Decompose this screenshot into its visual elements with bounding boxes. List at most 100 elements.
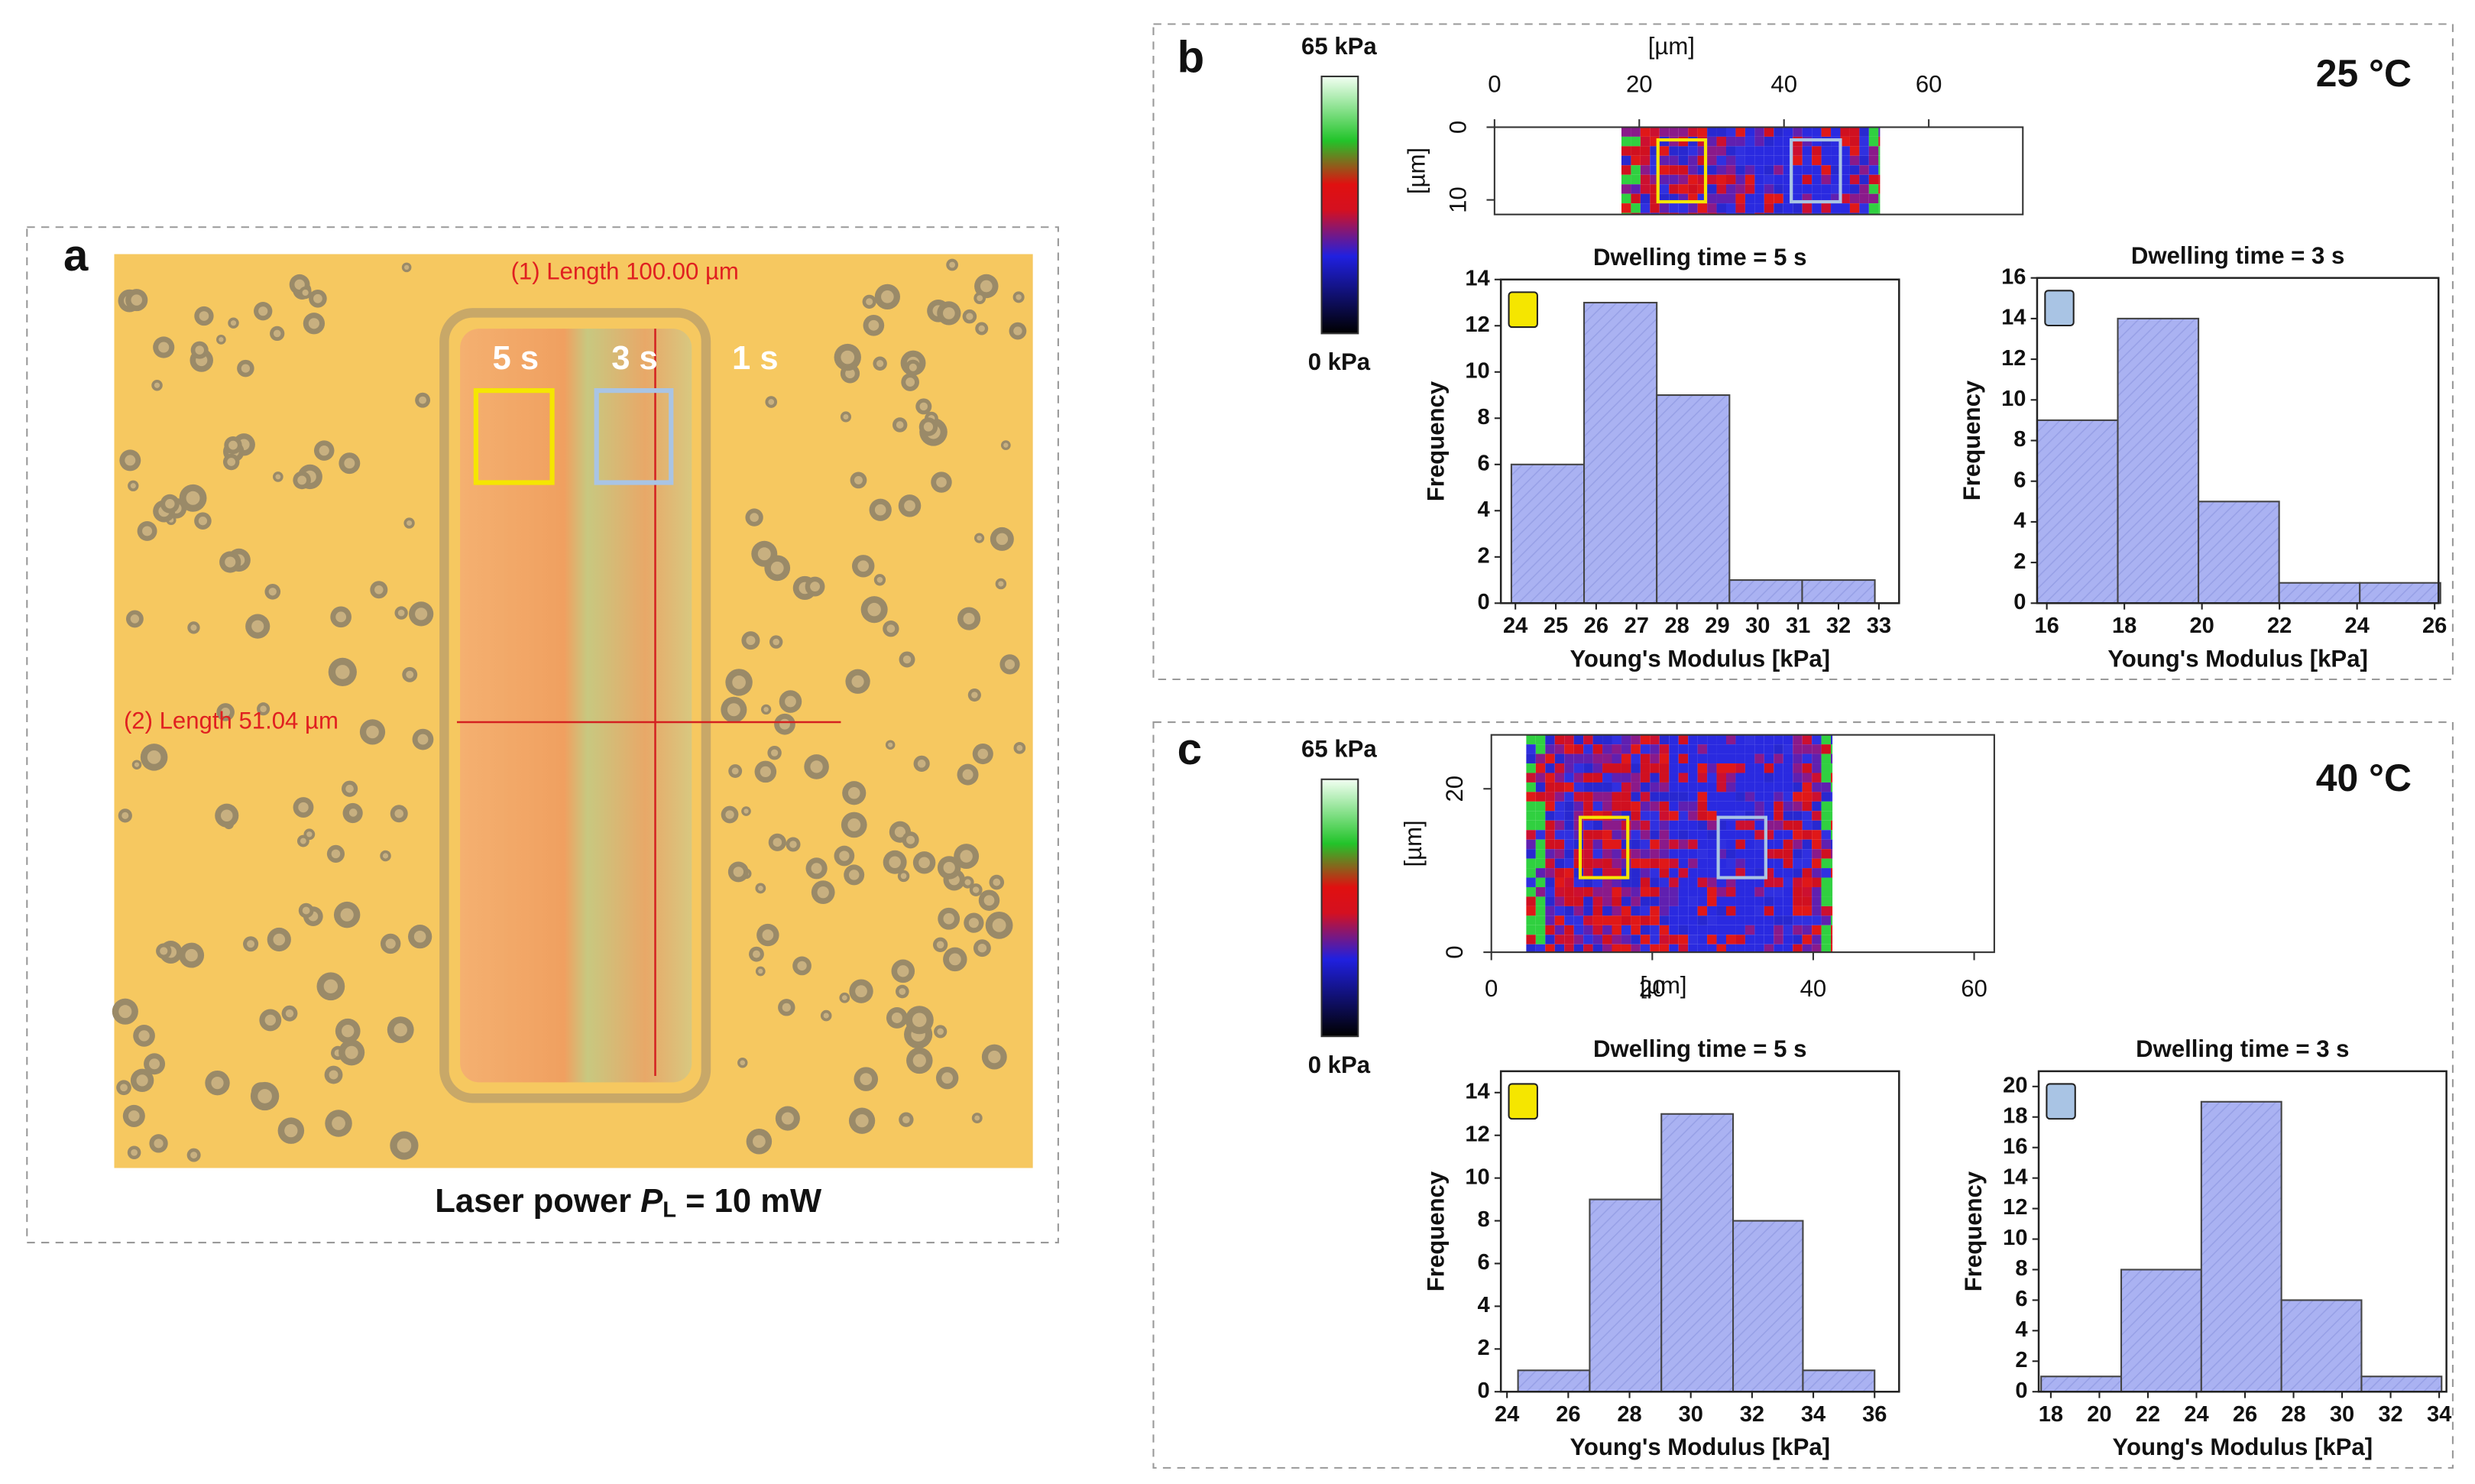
map-pixel [1631,849,1641,859]
dwell-label: 3 s [611,340,658,377]
map-pixel [1849,136,1860,147]
droplet-core [964,879,971,886]
map-pixel [1725,734,1736,745]
map-pixel [1868,155,1879,166]
map-pixel [1735,868,1745,878]
map-pixel [1793,830,1803,840]
map-pixel [1621,165,1631,175]
map-pixel [1812,915,1822,925]
map-pixel [1725,155,1736,166]
map-pixel [1849,184,1860,194]
map-pixel [1564,877,1574,887]
y-axis-label: [µm] [1403,147,1430,194]
droplet-core [230,320,237,326]
x-tick-label: 28 [1664,614,1689,638]
map-pixel [1621,127,1631,137]
droplet-core [158,342,170,353]
droplet-core [918,857,930,869]
map-pixel [1650,203,1660,213]
map-pixel [1535,877,1546,887]
droplet-core [1003,442,1009,448]
map-pixel [1707,165,1717,175]
map-pixel [1688,763,1698,773]
droplet-core [868,319,880,331]
colorbar [1320,75,1359,335]
map-pixel [1535,782,1546,792]
map-pixel [1554,858,1565,869]
map-pixel [1735,944,1745,953]
map-pixel [1612,830,1621,840]
map-pixel [1650,753,1660,764]
map-pixel [1612,925,1621,935]
droplet-core [752,950,760,958]
x-tick-label: 30 [1745,614,1770,638]
map-pixel [1640,915,1651,925]
map-pixel [1840,136,1850,147]
droplet-core [273,933,286,946]
map-pixel [1735,849,1745,859]
map-pixel [1793,801,1803,812]
map-pixel [1831,896,1833,906]
droplet-core [841,995,847,1001]
y-tick-label: 10 [1444,186,1471,213]
droplet-core [906,835,915,844]
map-pixel [1554,839,1565,850]
map-pixel [1573,915,1584,925]
bar [2198,501,2280,604]
map-pixel [1535,849,1546,859]
map-pixel [1554,935,1565,945]
map-pixel [1764,935,1774,945]
map-pixel [1754,896,1764,906]
map-pixel [1640,146,1651,156]
map-pixel [1707,146,1717,156]
map-pixel [1659,127,1670,137]
map-pixel [1764,174,1774,185]
map-pixel [1802,203,1813,213]
map-pixel [1697,877,1708,887]
map-pixel [1650,858,1660,869]
map-pixel [1707,915,1717,925]
map-pixel [1564,896,1574,906]
bar [1510,463,1586,604]
map-pixel [1697,858,1708,869]
y-tick-label: 6 [1477,451,1489,475]
map-pixel [1631,136,1641,147]
map-pixel [1688,820,1698,831]
map-pixel [1716,155,1726,166]
droplet-core [936,941,944,949]
bar [2200,1100,2282,1393]
map-pixel [1831,203,1841,213]
map-pixel [1669,146,1679,156]
map-pixel [1812,906,1822,916]
map-pixel [1545,801,1555,812]
map-pixel [1697,896,1708,906]
map-pixel [1859,184,1869,194]
map-pixel [1735,763,1745,773]
map-pixel [1716,792,1726,802]
map-pixel [1764,877,1774,887]
map-pixel [1725,782,1736,792]
map-pixel [1821,792,1832,802]
map-pixel [1554,801,1565,812]
map-pixel [1821,944,1832,953]
map-pixel [1774,886,1783,897]
map-pixel [1744,203,1755,213]
map-pixel [1764,915,1774,925]
map-pixel [1840,174,1850,185]
droplet-core [899,988,906,995]
droplet-core [374,585,384,595]
map-pixel [1821,915,1832,925]
map-pixel [1554,811,1565,821]
map-pixel [1678,155,1689,166]
droplet-core [298,802,309,813]
x-tick-label: 34 [1801,1402,1825,1427]
map-pixel [1735,886,1745,897]
map-pixel [1716,146,1726,156]
map-pixel [1735,155,1745,166]
map-pixel [1602,868,1612,878]
map-pixel [1754,155,1764,166]
map-pixel [1821,155,1832,166]
map-pixel [1573,944,1584,953]
map-pixel [1774,174,1783,185]
map-pixel [1840,127,1850,137]
